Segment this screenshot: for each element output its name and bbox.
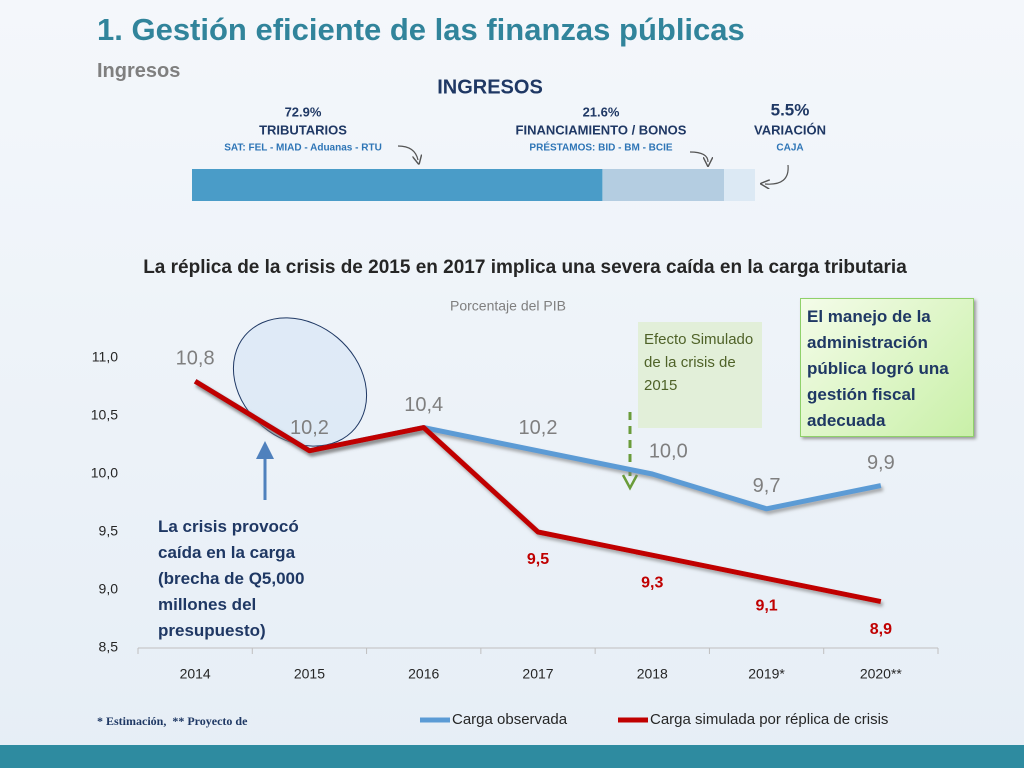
legend-label: Carga observada	[452, 711, 568, 728]
segment-name: TRIBUTARIOS	[259, 122, 347, 137]
annotation: La crisis provocó caída en la carga (bre…	[158, 517, 305, 640]
ingresos-segment	[602, 169, 725, 201]
annotation-box: Efecto Simulado de la crisis de 2015	[638, 322, 762, 428]
dashed-arrow-head	[621, 474, 639, 491]
data-label: 10,4	[404, 394, 443, 416]
segment-detail: PRÉSTAMOS: BID - BM - BCIE	[529, 141, 672, 154]
y-tick-label: 9,5	[99, 523, 119, 539]
ingresos-segment	[724, 169, 755, 201]
highlight-ellipse	[232, 317, 368, 447]
segment-detail: SAT: FEL - MIAD - Aduanas - RTU	[224, 143, 382, 154]
segment-detail: CAJA	[776, 143, 803, 154]
x-tick-label: 2016	[408, 666, 439, 682]
series-line	[193, 379, 882, 605]
arrow	[397, 145, 418, 160]
segment-name: FINANCIAMIENTO / BONOS	[516, 122, 687, 137]
x-tick-label: 2015	[294, 666, 325, 682]
x-tick-label: 2017	[522, 666, 553, 682]
arrow	[689, 151, 708, 162]
data-label: 9,3	[641, 574, 663, 591]
segment-name: VARIACIÓN	[754, 122, 826, 137]
annotation-box: El manejo de la administración pública l…	[800, 298, 974, 437]
legend-label: Carga simulada por réplica de crisis	[650, 711, 888, 728]
y-tick-label: 11,0	[92, 349, 118, 365]
data-label: 10,0	[649, 440, 688, 462]
footnote: * Estimación, ** Proyecto de	[97, 714, 248, 728]
footer-band	[0, 745, 1024, 768]
x-tick-label: 2019*	[748, 666, 785, 682]
x-tick-label: 2020**	[860, 666, 903, 682]
y-tick-label: 9,0	[99, 581, 119, 597]
data-label: 9,5	[527, 551, 549, 568]
slide-subtitle: Ingresos	[97, 60, 181, 82]
data-label: 9,1	[755, 598, 777, 615]
data-label: 10,2	[519, 417, 558, 439]
ingresos-title: INGRESOS	[437, 76, 543, 98]
y-tick-label: 10,5	[91, 407, 118, 423]
segment-percent: 21.6%	[583, 104, 620, 119]
x-tick-label: 2014	[180, 666, 211, 682]
data-label: 8,9	[870, 621, 892, 638]
arrow	[765, 164, 789, 184]
y-tick-label: 10,0	[91, 465, 118, 481]
y-tick-label: 8,5	[99, 639, 119, 655]
segment-percent: 72.9%	[285, 104, 322, 119]
slide-title: 1. Gestión eficiente de las finanzas púb…	[97, 12, 745, 47]
data-label: 10,8	[176, 347, 215, 369]
data-label: 9,7	[753, 475, 781, 497]
ingresos-segment	[192, 169, 603, 201]
data-label: 9,9	[867, 452, 895, 474]
data-label: 10,2	[290, 417, 329, 439]
chart-title: La réplica de la crisis de 2015 en 2017 …	[143, 257, 907, 278]
segment-percent: 5.5%	[771, 100, 810, 119]
x-tick-label: 2018	[637, 666, 668, 682]
chart-subtitle: Porcentaje del PIB	[450, 298, 566, 314]
